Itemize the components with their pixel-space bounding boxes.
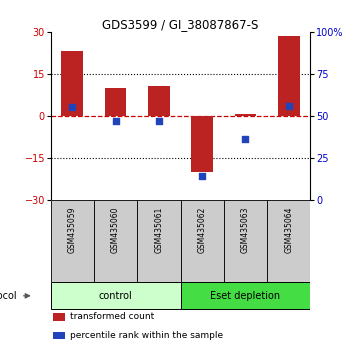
Text: GSM435064: GSM435064 — [284, 206, 293, 253]
Text: control: control — [99, 291, 132, 301]
Bar — [278, 36, 300, 116]
Bar — [235, 114, 256, 116]
Bar — [180, 282, 310, 309]
Bar — [148, 86, 170, 116]
Bar — [191, 116, 213, 172]
Text: Eset depletion: Eset depletion — [210, 291, 280, 301]
Point — [69, 104, 75, 110]
Bar — [105, 88, 126, 116]
Point — [156, 118, 162, 124]
Bar — [180, 200, 224, 282]
Text: GSM435060: GSM435060 — [111, 206, 120, 253]
Bar — [224, 200, 267, 282]
Point — [243, 137, 248, 142]
Text: GSM435063: GSM435063 — [241, 206, 250, 253]
Bar — [267, 200, 310, 282]
Bar — [51, 282, 180, 309]
Text: GSM435061: GSM435061 — [155, 206, 163, 253]
Bar — [53, 313, 65, 321]
Bar — [137, 200, 180, 282]
Point — [286, 103, 292, 109]
Text: GSM435062: GSM435062 — [198, 206, 206, 253]
Title: GDS3599 / GI_38087867-S: GDS3599 / GI_38087867-S — [102, 18, 259, 31]
Text: GSM435059: GSM435059 — [68, 206, 77, 253]
Text: protocol: protocol — [0, 291, 17, 301]
Bar — [53, 332, 65, 339]
Text: percentile rank within the sample: percentile rank within the sample — [70, 331, 223, 340]
Bar — [94, 200, 137, 282]
Point — [113, 118, 118, 124]
Bar — [51, 200, 94, 282]
Point — [199, 173, 205, 179]
Bar — [61, 51, 83, 116]
Text: transformed count: transformed count — [70, 312, 154, 321]
